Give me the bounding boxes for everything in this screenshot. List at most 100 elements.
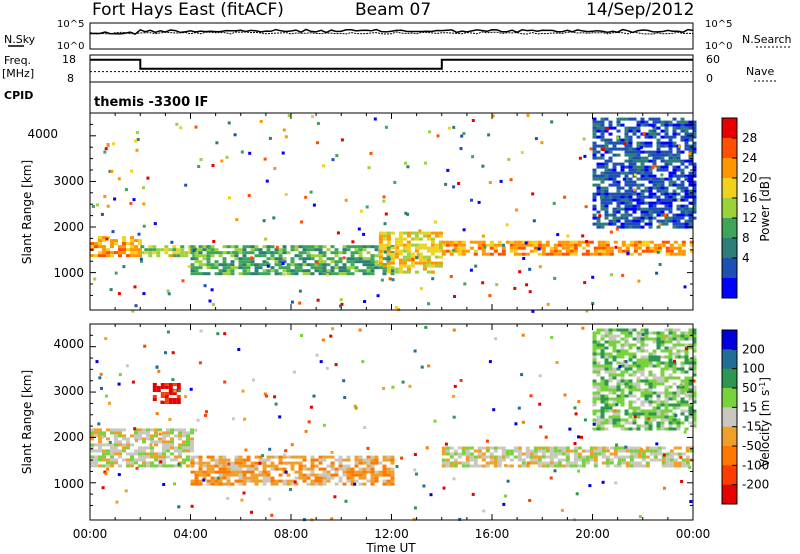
heatmap-cell [138,428,142,432]
heatmap-cell [150,449,154,453]
heatmap-cell [434,246,439,250]
heatmap-cell [390,455,395,459]
heatmap-cell [110,458,114,462]
heatmap-cell [166,443,170,447]
heatmap-cell [172,248,177,252]
heatmap-cell [190,482,195,486]
heatmap-cell [660,391,665,395]
heatmap-cell [592,216,597,220]
heatmap-cell [628,147,633,151]
heatmap-cell [370,260,375,264]
colorbar-tick: -15 [742,420,762,434]
heatmap-cell [202,478,206,482]
heatmap-cell [613,452,618,456]
heatmap-cell [378,249,383,253]
heatmap-cell [652,406,657,410]
heatmap-cell [494,337,498,341]
heatmap-cell [98,428,102,432]
heatmap-cell [202,470,207,474]
heatmap-cell [600,123,605,127]
heatmap-cell [684,165,689,169]
heatmap-cell [441,458,446,462]
heatmap-cell [250,510,253,514]
heatmap-cell [600,343,605,347]
heatmap-cell [642,132,646,136]
heatmap-cell [616,352,621,356]
heatmap-cell [422,261,427,265]
heatmap-cell [90,446,94,450]
heatmap-cell [259,119,263,123]
heatmap-cell [652,216,657,220]
heatmap-cell [628,352,633,356]
heatmap-cell [636,370,641,374]
heatmap-cell [672,216,677,220]
heatmap-cell [310,470,315,474]
heatmap-cell [153,222,157,226]
heatmap-cell [644,168,649,172]
heatmap-cell [406,165,410,169]
heatmap-cell [600,397,605,401]
heatmap-cell [378,255,383,259]
heatmap-cell [668,421,673,425]
heatmap-cell [664,388,669,392]
heatmap-cell [282,245,287,249]
heatmap-cell [378,243,383,247]
heatmap-cell [652,201,657,205]
heatmap-cell [600,367,605,371]
heatmap-cell [362,482,367,486]
heatmap-cell [426,264,431,268]
heatmap-cell [617,249,622,253]
heatmap-cell [322,245,327,249]
heatmap-cell [358,245,363,249]
heatmap-cell [302,272,307,276]
heatmap-cell [465,461,470,465]
heatmap-cell [545,240,550,244]
heatmap-cell [378,231,383,235]
heatmap-cell [565,243,570,247]
heatmap-cell [102,236,106,240]
heatmap-cell [290,300,294,304]
heatmap-cell [680,123,685,127]
heatmap-cell [664,427,669,431]
heatmap-cell [680,337,685,341]
noise-sky-label: N.Sky [4,33,36,46]
heatmap-cell [410,264,415,268]
heatmap-cell [489,461,494,465]
heatmap-cell [636,198,641,202]
heatmap-cell [354,479,359,483]
heatmap-cell [600,406,605,410]
heatmap-cell [640,328,645,332]
heatmap-cell [150,428,154,432]
heatmap-cell [616,409,621,413]
heatmap-cell [600,418,605,422]
heatmap-cell [414,249,419,253]
heatmap-cell [668,135,673,139]
heatmap-cell [477,455,482,459]
heatmap-cell [612,418,617,422]
heatmap-cell [497,446,502,450]
heatmap-cell [388,277,392,281]
heatmap-cell [106,254,110,258]
heatmap-cell [680,138,685,142]
heatmap-cell [350,470,355,474]
heatmap-cell [684,129,689,133]
heatmap-cell [334,251,339,255]
heatmap-cell [294,272,299,276]
heatmap-cell [681,240,686,244]
heatmap-cell [148,251,153,255]
heatmap-cell [608,331,613,335]
heatmap-cell [223,332,227,336]
heatmap-cell [134,452,138,456]
heatmap-cell [684,189,689,193]
heatmap-cell [581,240,586,244]
heatmap-cell [125,364,129,368]
heatmap-cell [414,231,419,235]
heatmap-cell [302,479,307,483]
heatmap-cell [513,252,518,256]
heatmap-cell [616,219,621,223]
heatmap-cell [434,234,439,238]
heatmap-cell [573,461,578,465]
heatmap-cell [660,219,665,223]
heatmap-cell [680,421,685,425]
heatmap-cell [648,412,653,416]
